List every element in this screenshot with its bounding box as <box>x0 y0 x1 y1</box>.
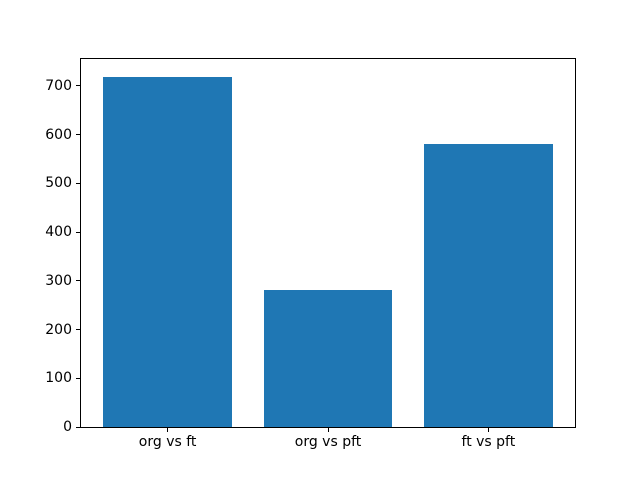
y-axis-tick-label: 100 <box>45 370 72 387</box>
y-axis-tick <box>76 85 81 87</box>
y-axis-tick-label: 200 <box>45 321 72 338</box>
x-axis-tick-label: org vs pft <box>294 434 362 450</box>
y-axis-tick <box>76 231 81 233</box>
y-axis-tick <box>76 426 81 428</box>
y-axis-tick <box>76 182 81 184</box>
y-axis-tick <box>76 134 81 136</box>
bar-org-vs-ft <box>103 76 232 427</box>
bar-ft-vs-pft <box>424 144 553 427</box>
x-axis-tick <box>167 427 169 432</box>
x-axis-tick <box>327 427 329 432</box>
y-axis-tick-label: 700 <box>45 77 72 94</box>
x-axis-tick-label: org vs ft <box>138 434 197 450</box>
y-axis-tick-label: 600 <box>45 126 72 143</box>
x-axis-tick-label: ft vs pft <box>461 434 516 450</box>
y-axis-tick <box>76 329 81 331</box>
y-axis-tick <box>76 377 81 379</box>
plot-area: 0 100 200 300 400 500 600 700 org vs ft org vs pf… <box>45 58 576 449</box>
y-axis-tick-label: 300 <box>45 272 72 289</box>
bar-org-vs-pft <box>263 289 393 427</box>
x-axis-tick <box>487 427 489 432</box>
y-axis-tick <box>76 280 81 282</box>
y-axis-tick-label: 400 <box>45 224 72 241</box>
y-axis-tick-label: 0 <box>63 419 72 435</box>
y-axis-tick-label: 500 <box>45 175 72 192</box>
